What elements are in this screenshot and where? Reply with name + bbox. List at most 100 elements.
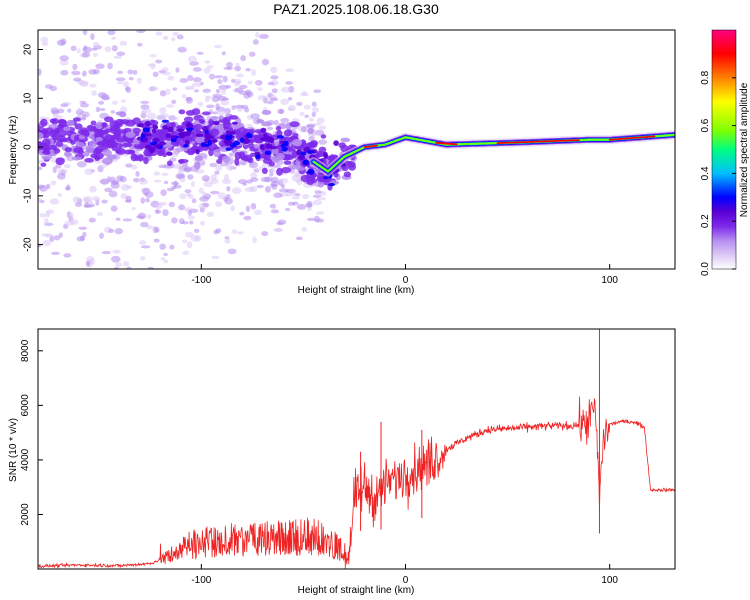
spectrogram-cell [201,175,210,182]
spectrogram-cell [280,86,291,93]
spectrogram-cell [173,289,179,293]
spectrogram-cell [267,81,275,86]
spectrogram-cell [162,125,168,130]
spectrogram-cell [153,171,161,176]
spectrogram-cell [201,125,208,132]
spectrogram-cell [97,100,105,105]
spectrogram-cell [63,163,71,169]
spectrogram-cell [316,117,325,124]
spectrogram-cell [55,157,65,166]
spectrogram-cell [147,63,155,67]
spectrogram-cell [285,155,294,160]
spectrogram-cell [140,104,150,110]
spectrogram-cell [93,41,100,49]
spectrogram-cell [36,276,45,281]
spectrogram-cell [218,115,224,120]
spectrogram-cell [51,132,58,141]
spectrogram-cell [122,142,133,148]
spectrogram-cell [195,133,204,137]
spectrogram-cell [104,134,114,143]
spectrogram-cell [185,127,194,131]
spectrogram-peak-segment [496,139,580,144]
spectrogram-cell [250,113,260,120]
spectrogram-cell [184,165,192,172]
spectrogram-cell [225,84,232,89]
spectrogram-cell [224,139,233,146]
spectrogram-cell [264,150,272,156]
spectrogram-cell [194,89,200,93]
spectrogram-cell [230,78,236,83]
spectrogram-cell [71,330,75,336]
spectrogram-cell [310,178,318,184]
spectrogram-cell [163,252,168,257]
spectrogram-cell [221,116,232,123]
spectrogram-cell [84,157,94,163]
spectrogram-cell [223,66,233,70]
spectrogram-cell [249,138,255,144]
spectrogram-cell [40,12,50,16]
spectrogram-cell [159,107,167,115]
spectrogram-cell [306,200,313,208]
spectrogram-cell [137,42,143,47]
spectrogram-cell [67,211,74,219]
spectrogram-cell [203,181,214,188]
spectrogram-cell [201,111,211,116]
spectrogram-cell [234,65,242,72]
spectrogram-cell [152,137,160,143]
spectrogram-cell [146,112,157,120]
spectrogram-cell [300,126,307,133]
spectrogram-cell [316,211,325,215]
spectrogram-cell [210,16,217,20]
spectrogram-cell [74,202,83,207]
spectrogram-cell [186,96,194,104]
spectrogram-cell [298,154,305,161]
spectrogram-cell [318,125,327,131]
spectrogram-cell [133,177,140,183]
snr-y-label: SNR (10 * v/v) [8,418,19,482]
spectrogram-cell [197,101,204,107]
spectrogram-cell [158,201,167,206]
spectrogram-cell [193,228,200,233]
spectrogram-cell [194,155,203,162]
spectrogram-cell [104,187,113,193]
spectrogram-cell [60,69,69,76]
spectrogram-cell [82,70,87,77]
spectrogram-cell [125,163,133,168]
spectrogram-y-label: Frequency (Hz) [8,116,19,185]
y-tick-label: 6000 [20,394,31,417]
spectrogram-cell [104,270,113,275]
spectrogram-cell [58,232,63,238]
spectrogram-cell [178,159,184,165]
spectrogram-cell [226,61,233,68]
spectrogram-cell [283,140,289,147]
spectrogram-cell [49,118,57,124]
spectrogram-cell [224,238,231,244]
spectrogram-cell [106,154,118,160]
spectrogram-cell [183,144,189,148]
spectrogram-cell [285,68,295,73]
spectrogram-cell [280,117,290,123]
spectrogram-cell [274,119,279,126]
spectrogram-cell [65,284,69,289]
spectrogram-cell [253,209,263,216]
spectrogram-cell [171,217,178,224]
spectrogram-cell [56,172,66,180]
spectrogram-cell [90,33,95,40]
spectrogram-cell [104,46,112,53]
spectrogram-cell [246,133,253,139]
spectrogram-cell [155,227,160,233]
spectrogram-cell [140,221,149,228]
spectrogram-cell [81,114,87,120]
spectrogram-cell [85,261,91,267]
spectrogram-cell [166,160,173,166]
spectrogram-cell [177,168,185,175]
spectrogram-cell [111,255,121,263]
spectrogram-cell [323,176,329,180]
spectrogram-cell [70,299,76,303]
spectrogram-cell [213,44,223,49]
spectrogram-cell [192,77,202,83]
spectrogram-cell [196,51,204,55]
colorbar-label: Normalized spectral amplitude [739,82,750,217]
spectrogram-cell [299,92,310,97]
x-tick-label: -100 [191,275,211,286]
